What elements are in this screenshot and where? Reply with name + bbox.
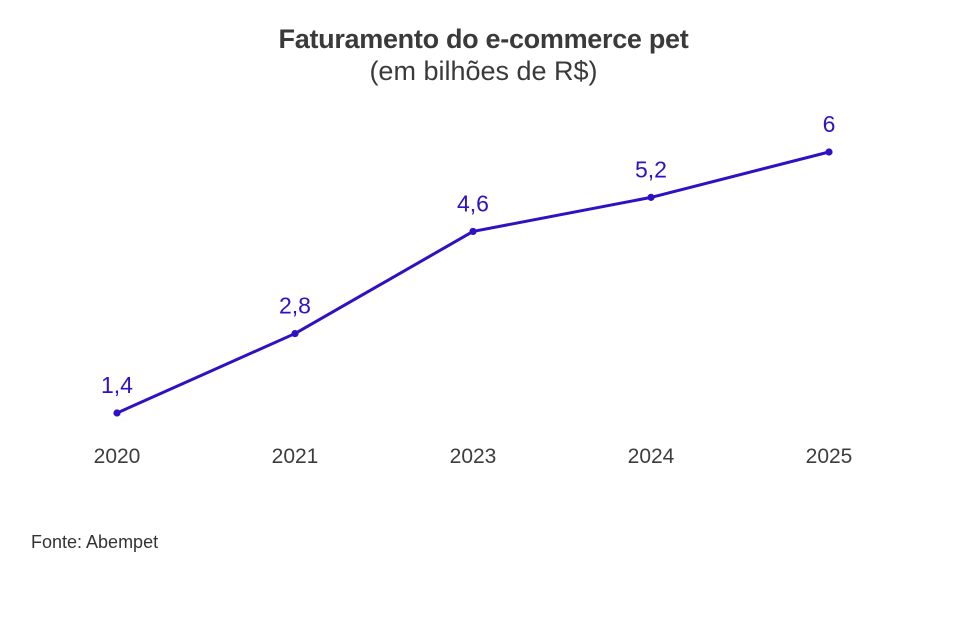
data-label-2020: 1,4: [101, 372, 133, 398]
chart-title: Faturamento do e-commerce pet: [278, 24, 689, 54]
data-point-2024: [647, 193, 655, 201]
chart-subtitle: (em bilhões de R$): [369, 56, 598, 86]
source-note: Fonte: Abempet: [31, 532, 159, 552]
x-tick-label-2025: 2025: [806, 445, 853, 468]
x-tick-label-2023: 2023: [450, 445, 497, 468]
data-label-2023: 4,6: [457, 190, 489, 216]
data-point-2025: [825, 148, 833, 156]
data-point-2020: [113, 409, 121, 417]
data-label-2025: 6: [823, 111, 836, 137]
x-tick-label-2024: 2024: [628, 445, 675, 468]
x-tick-label-2020: 2020: [94, 445, 141, 468]
data-label-2021: 2,8: [279, 293, 311, 319]
data-label-2024: 5,2: [635, 156, 667, 182]
x-tick-label-2021: 2021: [272, 445, 319, 468]
data-point-2021: [291, 329, 299, 338]
data-point-2023: [469, 227, 477, 236]
